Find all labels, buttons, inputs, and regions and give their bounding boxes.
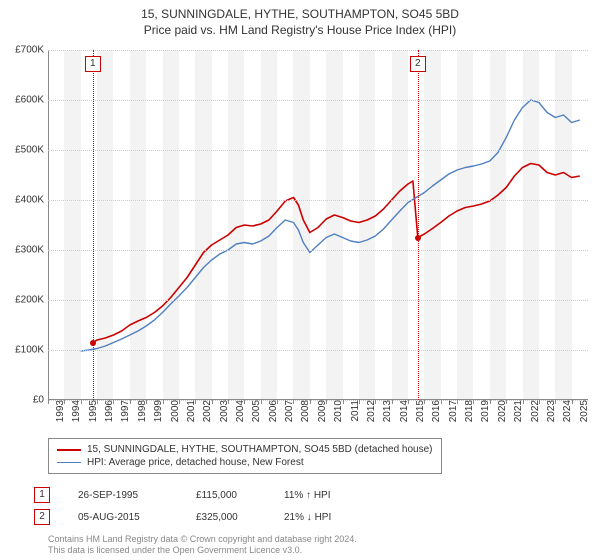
x-tick	[523, 400, 524, 404]
grid-h	[48, 250, 588, 251]
x-tick	[97, 400, 98, 404]
transaction-marker: 1	[85, 56, 101, 72]
x-tick	[277, 400, 278, 404]
y-tick-label: £100K	[2, 345, 44, 356]
x-tick	[326, 400, 327, 404]
x-tick	[261, 400, 262, 404]
legend-item: 15, SUNNINGDALE, HYTHE, SOUTHAMPTON, SO4…	[57, 443, 433, 456]
grid-h	[48, 350, 588, 351]
x-tick	[359, 400, 360, 404]
transaction-diff: 11% ↑ HPI	[284, 490, 364, 501]
x-tick	[310, 400, 311, 404]
x-tick	[539, 400, 540, 404]
transaction-date: 05-AUG-2015	[78, 512, 168, 523]
x-tick	[113, 400, 114, 404]
y-tick-label: £600K	[2, 95, 44, 106]
x-tick	[64, 400, 65, 404]
chart-lines	[48, 50, 588, 400]
x-tick	[293, 400, 294, 404]
x-tick	[392, 400, 393, 404]
legend-label: 15, SUNNINGDALE, HYTHE, SOUTHAMPTON, SO4…	[87, 444, 433, 455]
transaction-date: 26-SEP-1995	[78, 490, 168, 501]
price-dot	[90, 340, 96, 346]
transaction-diff: 21% ↓ HPI	[284, 512, 364, 523]
y-tick-label: £400K	[2, 195, 44, 206]
x-tick	[473, 400, 474, 404]
y-tick-label: £0	[2, 395, 44, 406]
transaction-vline	[93, 50, 94, 400]
footer-line2: This data is licensed under the Open Gov…	[48, 545, 357, 556]
transaction-price: £115,000	[196, 490, 256, 501]
transaction-marker: 2	[34, 509, 50, 525]
x-tick	[490, 400, 491, 404]
title-line2: Price paid vs. HM Land Registry's House …	[0, 22, 600, 38]
series-line	[81, 100, 580, 351]
x-tick	[441, 400, 442, 404]
series-line	[93, 164, 580, 343]
grid-h	[48, 150, 588, 151]
transaction-table: 1 26-SEP-1995 £115,000 11% ↑ HPI 2 05-AUG-201…	[34, 484, 364, 528]
x-tick	[146, 400, 147, 404]
legend-label: HPI: Average price, detached house, New …	[87, 457, 304, 468]
legend-box: 15, SUNNINGDALE, HYTHE, SOUTHAMPTON, SO4…	[48, 438, 442, 474]
y-tick-label: £700K	[2, 45, 44, 56]
grid-h	[48, 100, 588, 101]
y-tick-label: £300K	[2, 245, 44, 256]
x-tick	[424, 400, 425, 404]
footer-line1: Contains HM Land Registry data © Crown c…	[48, 534, 357, 545]
y-tick-label: £500K	[2, 145, 44, 156]
price-dot	[415, 235, 421, 241]
x-tick-label: 2025	[575, 400, 590, 422]
x-tick	[48, 400, 49, 404]
legend-swatch	[57, 462, 81, 463]
x-tick	[212, 400, 213, 404]
x-tick	[163, 400, 164, 404]
title-line1: 15, SUNNINGDALE, HYTHE, SOUTHAMPTON, SO4…	[0, 6, 600, 22]
transaction-price: £325,000	[196, 512, 256, 523]
legend-swatch	[57, 449, 81, 451]
transaction-marker: 1	[34, 487, 50, 503]
transaction-row: 2 05-AUG-2015 £325,000 21% ↓ HPI	[34, 506, 364, 528]
x-tick	[408, 400, 409, 404]
transaction-row: 1 26-SEP-1995 £115,000 11% ↑ HPI	[34, 484, 364, 506]
x-tick	[195, 400, 196, 404]
footer-attribution: Contains HM Land Registry data © Crown c…	[48, 534, 357, 557]
x-tick	[555, 400, 556, 404]
x-tick	[343, 400, 344, 404]
legend-item: HPI: Average price, detached house, New …	[57, 456, 433, 469]
grid-h	[48, 50, 588, 51]
transaction-marker: 2	[410, 56, 426, 72]
transaction-vline	[418, 50, 419, 400]
x-tick	[130, 400, 131, 404]
x-tick	[375, 400, 376, 404]
x-tick	[179, 400, 180, 404]
x-tick	[81, 400, 82, 404]
x-tick	[457, 400, 458, 404]
x-tick	[244, 400, 245, 404]
y-tick-label: £200K	[2, 295, 44, 306]
x-tick	[228, 400, 229, 404]
grid-h	[48, 300, 588, 301]
x-tick	[506, 400, 507, 404]
x-tick	[572, 400, 573, 404]
chart-plot-area: £0£100K£200K£300K£400K£500K£600K£700K199…	[48, 50, 588, 400]
grid-h	[48, 200, 588, 201]
chart-title: 15, SUNNINGDALE, HYTHE, SOUTHAMPTON, SO4…	[0, 0, 600, 38]
